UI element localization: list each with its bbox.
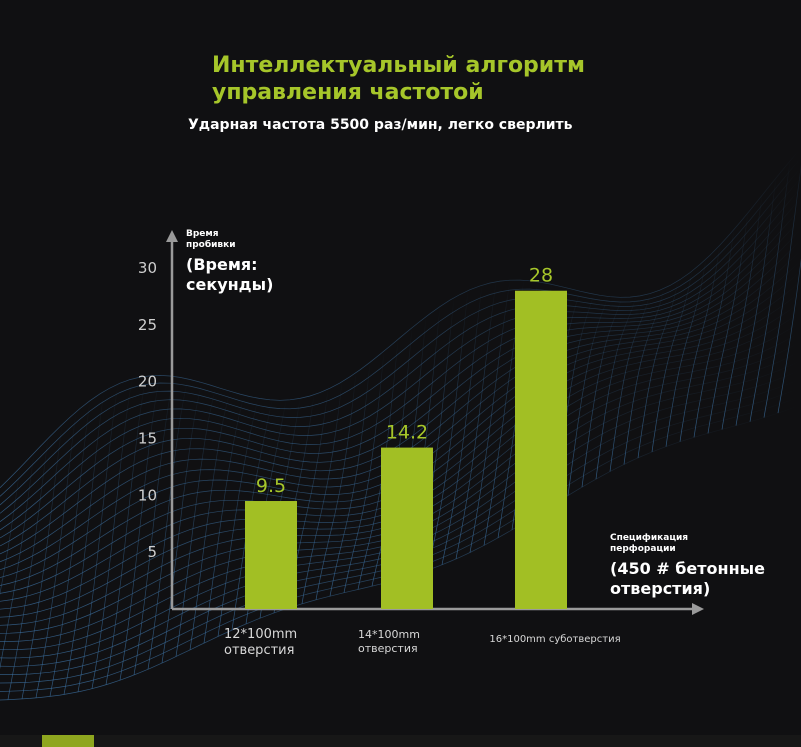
y-axis-arrow — [166, 230, 178, 242]
headline-line-1: Интеллектуальный алгоритм — [212, 53, 585, 78]
mesh-column — [21, 424, 63, 699]
category-label-1-line-1: 12*100mm — [224, 627, 297, 642]
x-axis-label-line-2: отверстия) — [610, 579, 711, 598]
mesh-column — [189, 391, 231, 650]
mesh-column — [567, 296, 609, 496]
mesh-column — [441, 285, 483, 565]
headline: Интеллектуальный алгоритм управления час… — [212, 52, 732, 106]
mesh-column — [0, 453, 35, 670]
mesh-column — [735, 177, 777, 426]
bar-2 — [381, 447, 433, 609]
mesh-column — [427, 290, 469, 571]
headline-line-2: управления частотой — [212, 80, 484, 105]
y-tick-label-25: 25 — [138, 316, 157, 334]
y-axis-label-line-2: секунды) — [186, 275, 274, 294]
mesh-column — [623, 288, 665, 465]
mesh-column — [7, 438, 49, 700]
mesh-column — [469, 280, 511, 553]
bar-value-label-1: 9.5 — [256, 475, 286, 497]
x-axis-label-small: Спецификация перфорации — [610, 533, 688, 555]
mesh-column — [707, 212, 749, 434]
category-label-2-line-1: 14*100mm — [358, 628, 420, 641]
mesh-column — [119, 375, 161, 681]
bar-1 — [245, 501, 297, 609]
mesh-column — [63, 391, 105, 695]
mesh-column — [637, 280, 679, 458]
mesh-column — [581, 297, 623, 488]
mesh-column — [301, 381, 343, 604]
mesh-column — [329, 362, 371, 597]
mesh-column — [749, 160, 791, 422]
mesh-column — [77, 384, 119, 692]
mesh-column — [609, 293, 651, 472]
mesh-column — [665, 258, 707, 447]
y-axis-label: (Время: секунды) — [186, 255, 273, 295]
y-tick-label-15: 15 — [138, 430, 157, 448]
mesh-column — [315, 372, 357, 600]
mesh-column — [595, 296, 637, 480]
mesh-column — [455, 281, 497, 560]
y-axis-label-small: Время пробивки — [186, 229, 246, 251]
y-tick-label-30: 30 — [138, 259, 157, 277]
category-label-1-line-2: отверстия — [224, 643, 294, 658]
x-axis-label-small-line-2: перфорации — [610, 544, 676, 554]
mesh-column — [91, 378, 133, 689]
mesh-column — [693, 229, 735, 438]
mesh-row — [0, 188, 801, 522]
mesh-column — [651, 270, 693, 452]
mesh-column — [203, 395, 245, 644]
mesh-row — [0, 168, 801, 506]
y-tick-label-5: 5 — [147, 543, 157, 561]
category-label-2-line-2: отверстия — [358, 642, 418, 655]
mesh-column — [0, 467, 21, 596]
mesh-column — [133, 376, 175, 676]
mesh-row — [0, 149, 801, 488]
footer-strip — [0, 735, 801, 747]
mesh-column — [49, 400, 91, 697]
bar-value-label-3: 28 — [529, 265, 553, 287]
y-ticks: 5 10 15 20 25 30 — [138, 259, 157, 561]
mesh-row — [0, 219, 801, 547]
category-label-3-line-1: 16*100mm суботверстия — [489, 634, 620, 645]
x-axis-label-small-line-1: Спецификация — [610, 533, 689, 543]
mesh-column — [105, 376, 147, 685]
y-tick-label-10: 10 — [138, 486, 157, 504]
mesh-column — [161, 382, 203, 664]
mesh-row — [0, 158, 801, 497]
bar-3 — [515, 290, 567, 609]
bars: 9.5 14.2 28 — [245, 265, 567, 609]
x-axis-label: (450 # бетонные отверстия) — [610, 559, 765, 599]
bar-value-label-2: 14.2 — [386, 422, 428, 444]
y-tick-label-20: 20 — [138, 373, 157, 391]
mesh-column — [763, 164, 801, 418]
mesh-column — [679, 244, 721, 442]
x-axis-label-line-1: (450 # бетонные — [610, 559, 765, 578]
mesh-column — [231, 399, 273, 631]
mesh-row — [0, 198, 801, 531]
mesh-column — [721, 195, 763, 430]
mesh-column — [147, 378, 189, 670]
mesh-column — [357, 339, 399, 590]
mesh-column — [343, 351, 385, 593]
footer-accent — [42, 735, 94, 747]
y-axis-label-line-1: (Время: — [186, 255, 258, 274]
mesh-column — [777, 258, 801, 414]
x-axis-arrow — [692, 603, 704, 615]
y-axis-label-small-text: Время пробивки — [186, 229, 236, 250]
mesh-row — [0, 209, 801, 539]
mesh-column — [35, 411, 77, 698]
mesh-row — [0, 178, 801, 514]
subtitle: Ударная частота 5500 раз/мин, легко свер… — [188, 117, 573, 133]
mesh-column — [217, 398, 259, 637]
category-labels: 12*100mmотверстия14*100mmотверстия16*100… — [224, 627, 621, 658]
